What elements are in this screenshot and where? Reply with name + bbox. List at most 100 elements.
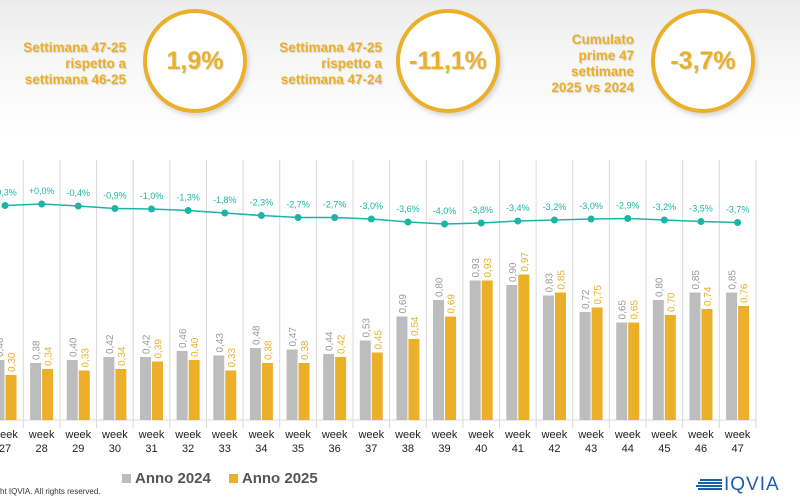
line-data-label: -3,4% [506,203,530,213]
data-label-2024: 0,85 [691,270,702,290]
data-label-2024: 0,40 [0,337,6,357]
x-tick-label: week [248,429,275,441]
x-tick-label: week [0,429,18,441]
data-label-2024: 0,80 [435,277,446,297]
bar-2025 [371,352,383,420]
x-tick-label: 43 [585,443,597,455]
bar-2025 [554,292,566,420]
bar-2024 [652,300,664,420]
x-tick-label: 41 [512,443,524,455]
data-label-2025: 0,76 [740,283,751,303]
bar-2024 [66,360,78,420]
line-data-label: -3,2% [653,202,677,212]
line-data-label: -1,3% [176,193,200,203]
kpi-2-label: Settimana 47-25 rispetto a settimana 47-… [276,40,382,88]
data-label-2024: 0,47 [288,327,299,347]
x-tick-label: week [614,429,641,441]
x-tick-label: 38 [402,443,414,455]
bar-2024 [323,354,335,420]
x-tick-label: week [394,429,421,441]
copyright-text: ht IQVIA. All rights reserved. [0,487,101,496]
data-label-2024: 0,42 [142,334,153,354]
data-label-2024: 0,38 [32,340,43,360]
x-tick-label: 39 [438,443,450,455]
x-tick-label: week [174,429,201,441]
x-tick-label: week [467,429,494,441]
x-tick-label: week [504,429,531,441]
bar-2025 [738,306,750,420]
x-tick-label: week [138,429,165,441]
bar-2025 [261,363,273,420]
x-tick-label: week [28,429,55,441]
data-label-2025: 0,33 [80,348,91,368]
line-data-label: -0,9% [103,191,127,201]
line-data-label: -3,5% [689,204,713,214]
legend-swatch-2024 [122,474,131,483]
line-point [111,205,119,212]
x-tick-label: week [211,429,238,441]
kpi-3-label-line: prime 47 [578,48,634,63]
data-label-2025: 0,34 [117,346,128,366]
weekly-bar-line-chart: 0,400,30week270,380,34week280,400,33week… [0,160,757,455]
data-label-2024: 0,90 [508,262,519,282]
bar-2025 [518,274,530,420]
line-data-label: -3,0% [360,201,384,211]
kpi-3-label: Cumulato prime 47 settimane 2025 vs 2024 [540,32,634,96]
iqvia-logo: IQVIA [696,474,780,496]
data-label-2024: 0,80 [654,277,665,297]
bar-2024 [0,360,5,420]
x-tick-label: 44 [622,443,634,455]
bar-2025 [298,363,310,420]
x-tick-label: 42 [548,443,560,455]
bar-2024 [396,316,408,420]
bar-2024 [176,351,188,420]
line-point [404,218,412,226]
chart-legend: Anno 2024 Anno 2025 [122,470,318,487]
data-label-2025: 0,33 [227,348,238,368]
bar-2024 [616,322,628,420]
line-data-label: -3,2% [543,202,567,212]
bar-2025 [78,370,90,420]
legend-swatch-2025 [228,474,238,483]
legend-label-2025: Anno 2025 [241,470,318,487]
x-tick-label: week [321,429,348,441]
bar-2025 [701,309,713,420]
bar-2024 [689,292,701,420]
kpi-2-value: -11,1% [409,46,487,75]
x-tick-label: 45 [658,443,670,455]
bar-2025 [335,357,347,420]
bar-2025 [445,316,457,420]
data-label-2025: 0,34 [44,346,55,366]
line-data-label: -2,7% [286,200,310,210]
x-tick-label: 40 [475,443,487,455]
bar-2025 [225,370,237,420]
data-label-2025: 0,74 [703,286,714,306]
bar-2025 [628,322,640,420]
x-tick-label: week [650,429,677,441]
line-point [294,214,302,221]
line-point [587,215,595,223]
line-point [734,219,742,226]
legend-label-2024: Anno 2024 [135,470,211,487]
bar-2025 [408,339,420,420]
data-label-2025: 0,70 [666,292,677,312]
x-tick-label: 31 [145,443,157,455]
x-tick-label: 33 [219,443,231,455]
line-point [367,215,375,223]
x-tick-label: 47 [731,443,743,455]
bar-2024 [506,285,518,420]
data-label-2025: 0,93 [483,258,494,278]
line-data-label: -0,3% [0,188,17,198]
line-data-label: -1,8% [213,195,237,205]
x-tick-label: week [541,429,568,441]
bar-2025 [5,375,17,420]
line-point [624,215,632,222]
x-tick-label: week [577,429,604,441]
data-label-2024: 0,46 [178,328,189,348]
data-label-2024: 0,40 [68,337,79,357]
kpi-2-label-line: settimana 47-24 [280,72,382,87]
kpi-1-circle: 1,9% [143,9,247,113]
line-point [38,200,46,208]
x-tick-label: 30 [109,443,121,455]
bar-2025 [42,369,54,420]
